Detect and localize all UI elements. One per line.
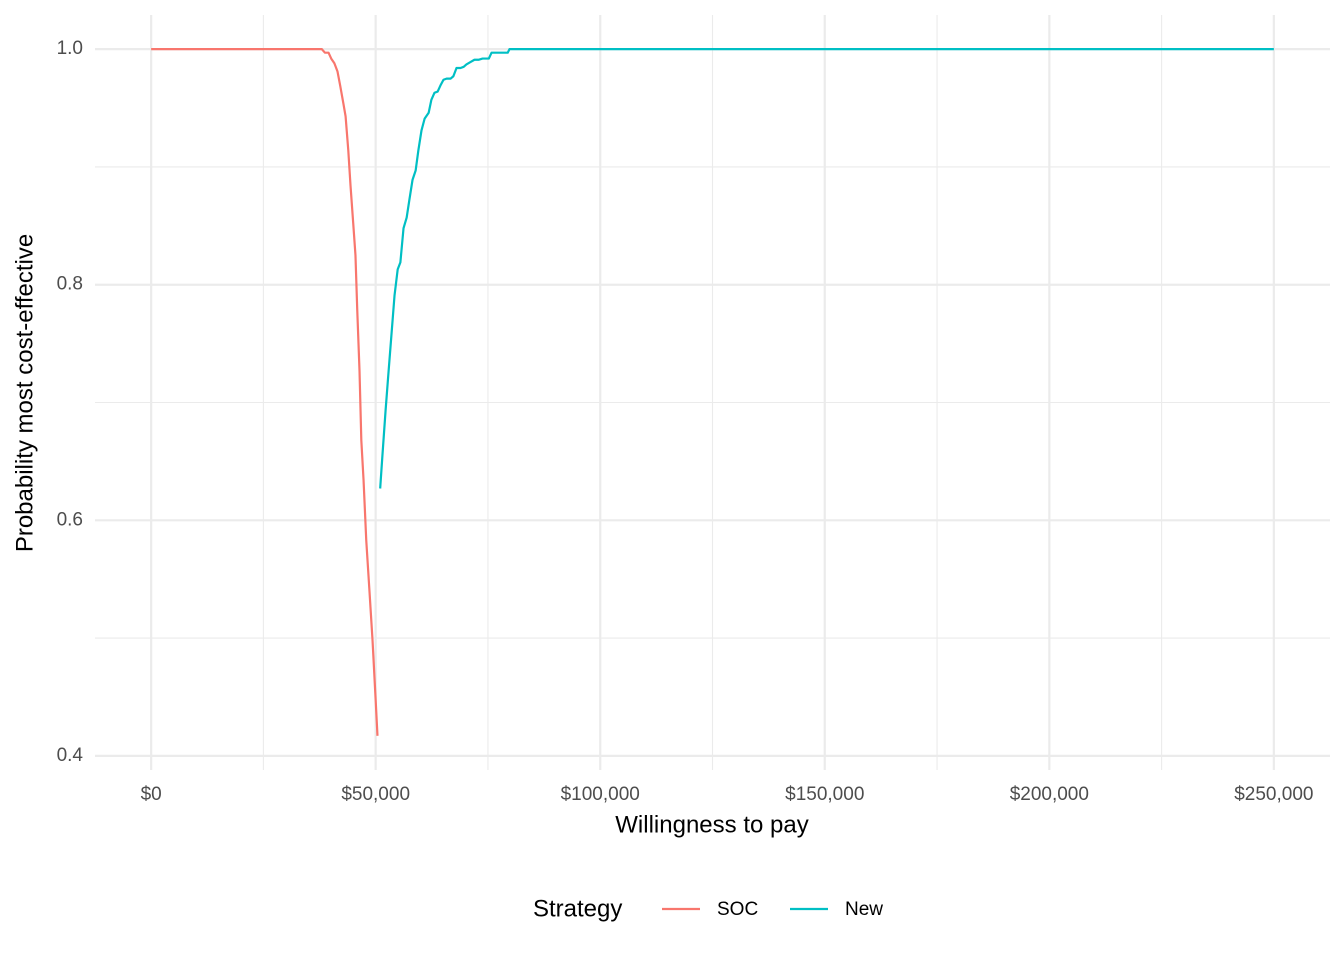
legend-label: SOC	[717, 899, 758, 920]
x-tick-label: $200,000	[1010, 784, 1089, 805]
x-tick-label: $50,000	[341, 784, 410, 805]
x-axis-title: Willingness to pay	[615, 811, 808, 838]
x-tick-label: $250,000	[1234, 784, 1313, 805]
x-tick-label: $0	[141, 784, 162, 805]
y-axis-title: Probability most cost-effective	[11, 234, 38, 552]
legend-title: Strategy	[533, 895, 622, 922]
series-line	[151, 48, 379, 736]
y-tick-label: 0.6	[57, 509, 83, 530]
y-tick-label: 0.4	[57, 745, 84, 766]
y-tick-label: 0.8	[57, 274, 83, 295]
y-tick-label: 1.0	[57, 38, 83, 59]
x-tick-label: $150,000	[785, 784, 864, 805]
series-line	[379, 48, 1274, 489]
x-tick-label: $100,000	[561, 784, 640, 805]
legend-label: New	[845, 899, 883, 920]
